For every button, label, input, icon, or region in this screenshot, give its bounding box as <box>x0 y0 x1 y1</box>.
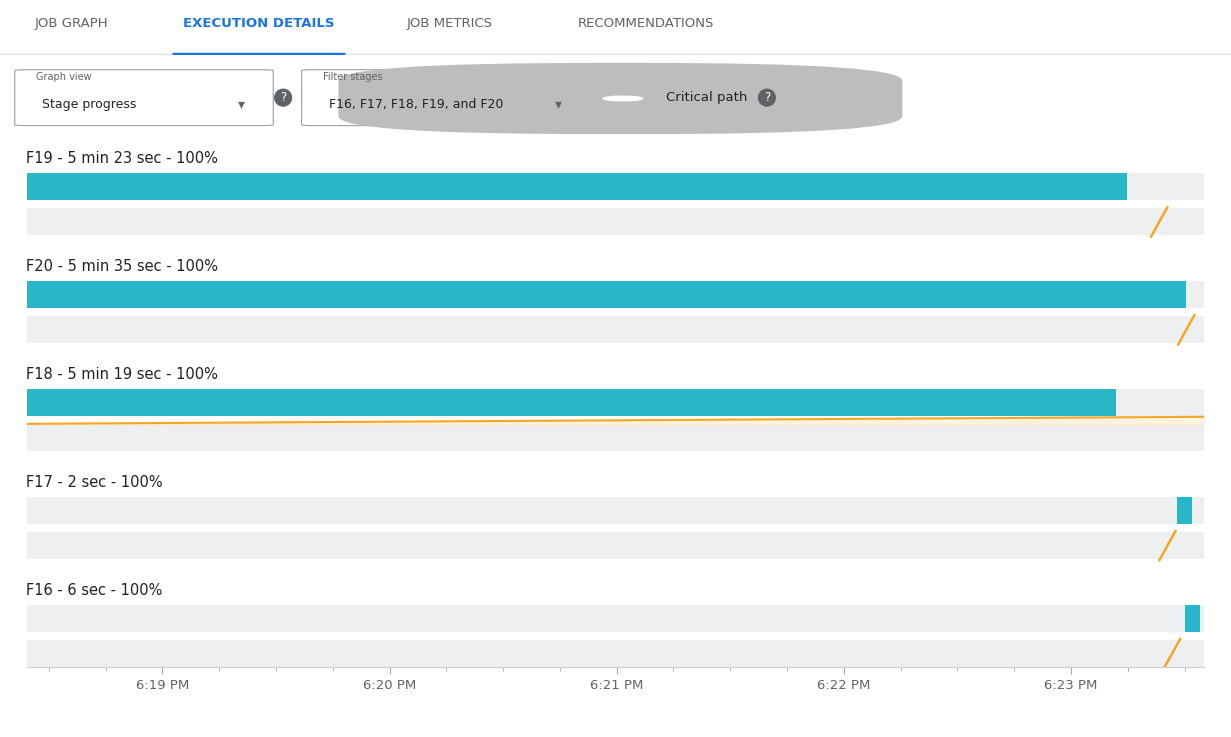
Bar <box>27 640 1204 667</box>
Bar <box>1185 605 1200 632</box>
Text: Critical path: Critical path <box>666 91 747 104</box>
Bar <box>27 282 1187 308</box>
Bar <box>27 605 1204 632</box>
Bar <box>1177 497 1192 524</box>
Text: ▾: ▾ <box>555 97 563 111</box>
Text: F20 - 5 min 35 sec - 100%: F20 - 5 min 35 sec - 100% <box>26 259 218 274</box>
Text: ?: ? <box>279 91 287 104</box>
Bar <box>27 425 1204 451</box>
Bar <box>27 282 1204 308</box>
Text: JOB METRICS: JOB METRICS <box>406 17 492 29</box>
Text: F16, F17, F18, F19, and F20: F16, F17, F18, F19, and F20 <box>329 98 503 111</box>
Text: F16 - 6 sec - 100%: F16 - 6 sec - 100% <box>26 583 162 598</box>
FancyBboxPatch shape <box>339 63 902 134</box>
Text: F17 - 2 sec - 100%: F17 - 2 sec - 100% <box>26 475 162 489</box>
Text: ?: ? <box>763 91 771 104</box>
Bar <box>27 173 1128 200</box>
Text: Filter stages: Filter stages <box>323 72 382 83</box>
Bar <box>27 532 1204 559</box>
FancyBboxPatch shape <box>15 70 273 125</box>
Text: Stage progress: Stage progress <box>42 98 137 111</box>
Bar <box>27 389 1115 416</box>
Bar <box>27 209 1204 235</box>
Text: Graph view: Graph view <box>36 72 91 83</box>
Bar <box>27 497 1204 524</box>
Ellipse shape <box>603 97 643 101</box>
Text: JOB GRAPH: JOB GRAPH <box>34 17 108 29</box>
Text: F18 - 5 min 19 sec - 100%: F18 - 5 min 19 sec - 100% <box>26 367 218 382</box>
Bar <box>27 389 1204 416</box>
Text: EXECUTION DETAILS: EXECUTION DETAILS <box>182 17 335 29</box>
Text: RECOMMENDATIONS: RECOMMENDATIONS <box>579 17 714 29</box>
Text: ▾: ▾ <box>238 97 245 111</box>
Text: F19 - 5 min 23 sec - 100%: F19 - 5 min 23 sec - 100% <box>26 151 218 166</box>
Bar <box>27 316 1204 343</box>
FancyBboxPatch shape <box>302 70 591 125</box>
Bar <box>27 173 1204 200</box>
